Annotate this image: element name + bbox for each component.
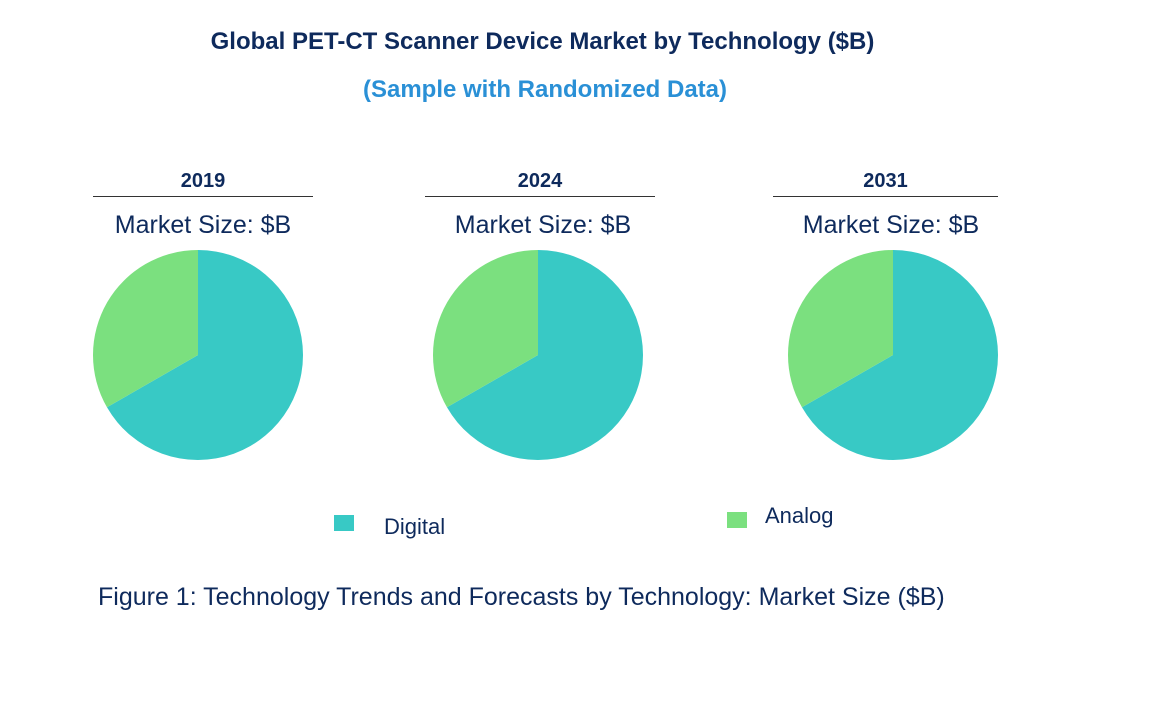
pie-slice-2031-digital bbox=[801, 250, 998, 460]
pie-slice-2024-analog bbox=[432, 250, 538, 408]
market-size-2024: Market Size: $B bbox=[454, 211, 632, 239]
figure-caption: Figure 1: Technology Trends and Forecast… bbox=[98, 583, 945, 611]
legend-label-analog: Analog bbox=[765, 503, 834, 528]
pie-year-2031: 2031 bbox=[773, 170, 998, 197]
market-size-2019: Market Size: $B bbox=[114, 211, 292, 239]
legend-item-analog: Analog bbox=[727, 503, 834, 533]
pie-slice-2031-analog bbox=[787, 249, 893, 408]
pie-year-2024: 2024 bbox=[425, 170, 655, 197]
legend-swatch-analog bbox=[727, 512, 747, 528]
pie-year-2019: 2019 bbox=[93, 170, 313, 197]
legend-swatch-digital bbox=[334, 515, 354, 531]
pie-slice-2024-digital bbox=[446, 250, 643, 460]
pie-slice-2019-digital bbox=[106, 250, 303, 460]
chart-title: Global PET-CT Scanner Device Market by T… bbox=[210, 28, 875, 55]
market-size-2031: Market Size: $B bbox=[802, 211, 980, 239]
legend-label-digital: Digital bbox=[384, 514, 446, 539]
pie-slice-2019-analog bbox=[92, 250, 198, 408]
chart-subtitle: (Sample with Randomized Data) bbox=[362, 76, 728, 103]
legend-item-digital: Digital bbox=[334, 510, 445, 539]
